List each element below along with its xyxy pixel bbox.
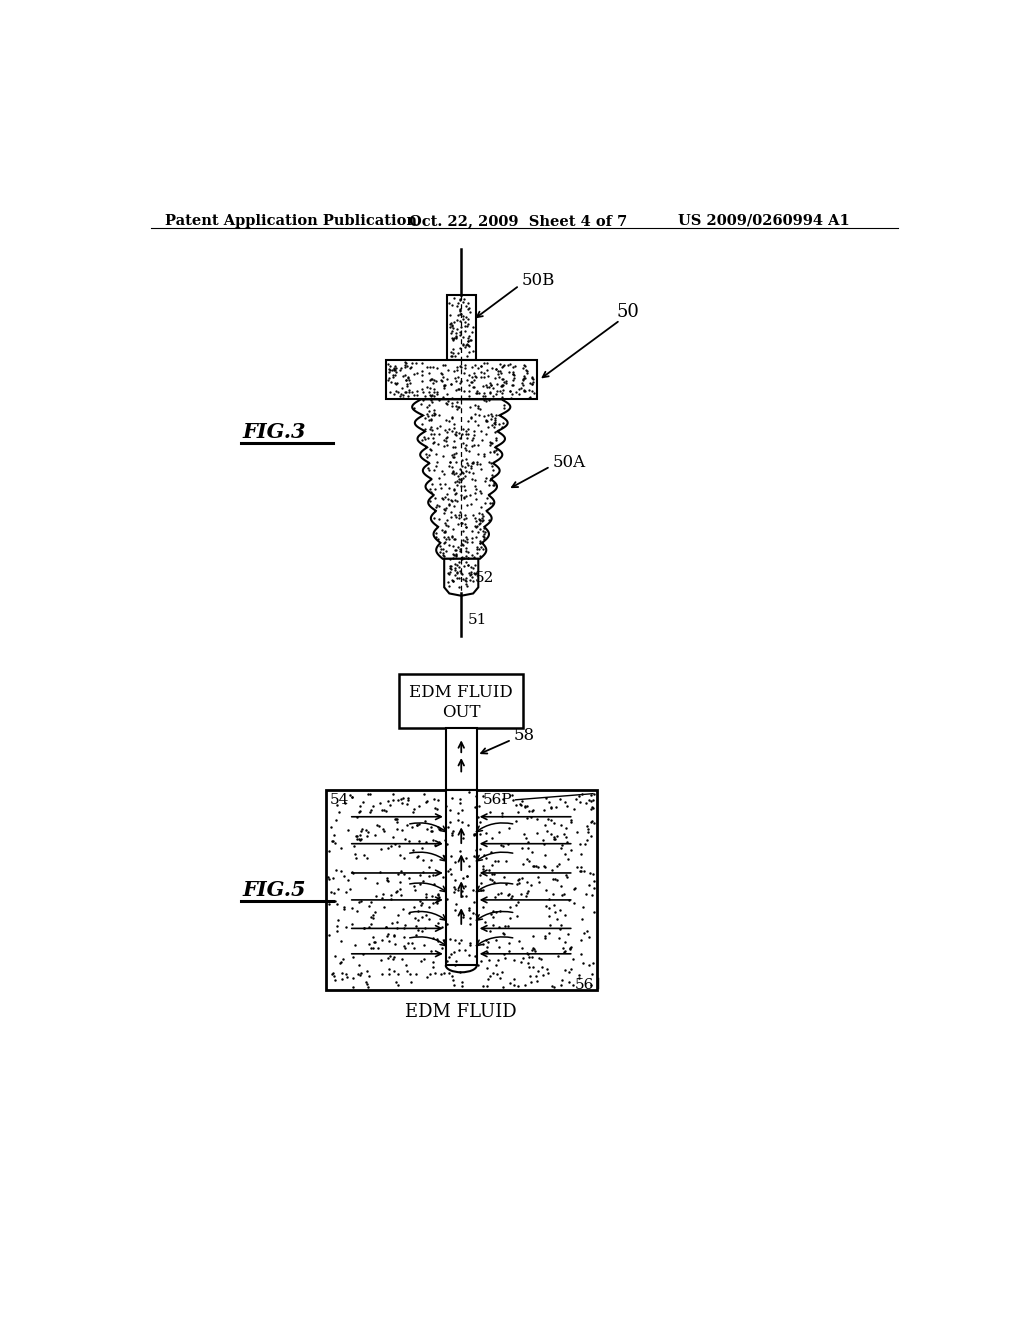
Polygon shape <box>444 558 478 595</box>
Text: 56P: 56P <box>483 793 513 807</box>
Text: 54: 54 <box>330 793 349 807</box>
Text: 56: 56 <box>575 978 595 991</box>
Polygon shape <box>413 400 510 558</box>
Text: 50A: 50A <box>553 454 586 471</box>
Text: 50B: 50B <box>521 272 555 289</box>
Bar <box>386 360 538 400</box>
Text: 50: 50 <box>616 304 639 321</box>
Bar <box>326 789 597 990</box>
Text: EDM FLUID: EDM FLUID <box>406 1003 517 1020</box>
Bar <box>445 789 477 965</box>
Text: 58: 58 <box>514 727 536 744</box>
Text: Patent Application Publication: Patent Application Publication <box>165 214 417 228</box>
Text: 52: 52 <box>475 572 495 585</box>
Bar <box>446 296 476 360</box>
Text: EDM FLUID
OUT: EDM FLUID OUT <box>410 685 513 721</box>
Text: 51: 51 <box>467 614 486 627</box>
Text: US 2009/0260994 A1: US 2009/0260994 A1 <box>678 214 850 228</box>
Bar <box>399 675 523 729</box>
Text: FIG.5: FIG.5 <box>243 880 306 900</box>
Bar <box>445 729 477 789</box>
Text: FIG.3: FIG.3 <box>243 422 306 442</box>
Text: Oct. 22, 2009  Sheet 4 of 7: Oct. 22, 2009 Sheet 4 of 7 <box>409 214 627 228</box>
